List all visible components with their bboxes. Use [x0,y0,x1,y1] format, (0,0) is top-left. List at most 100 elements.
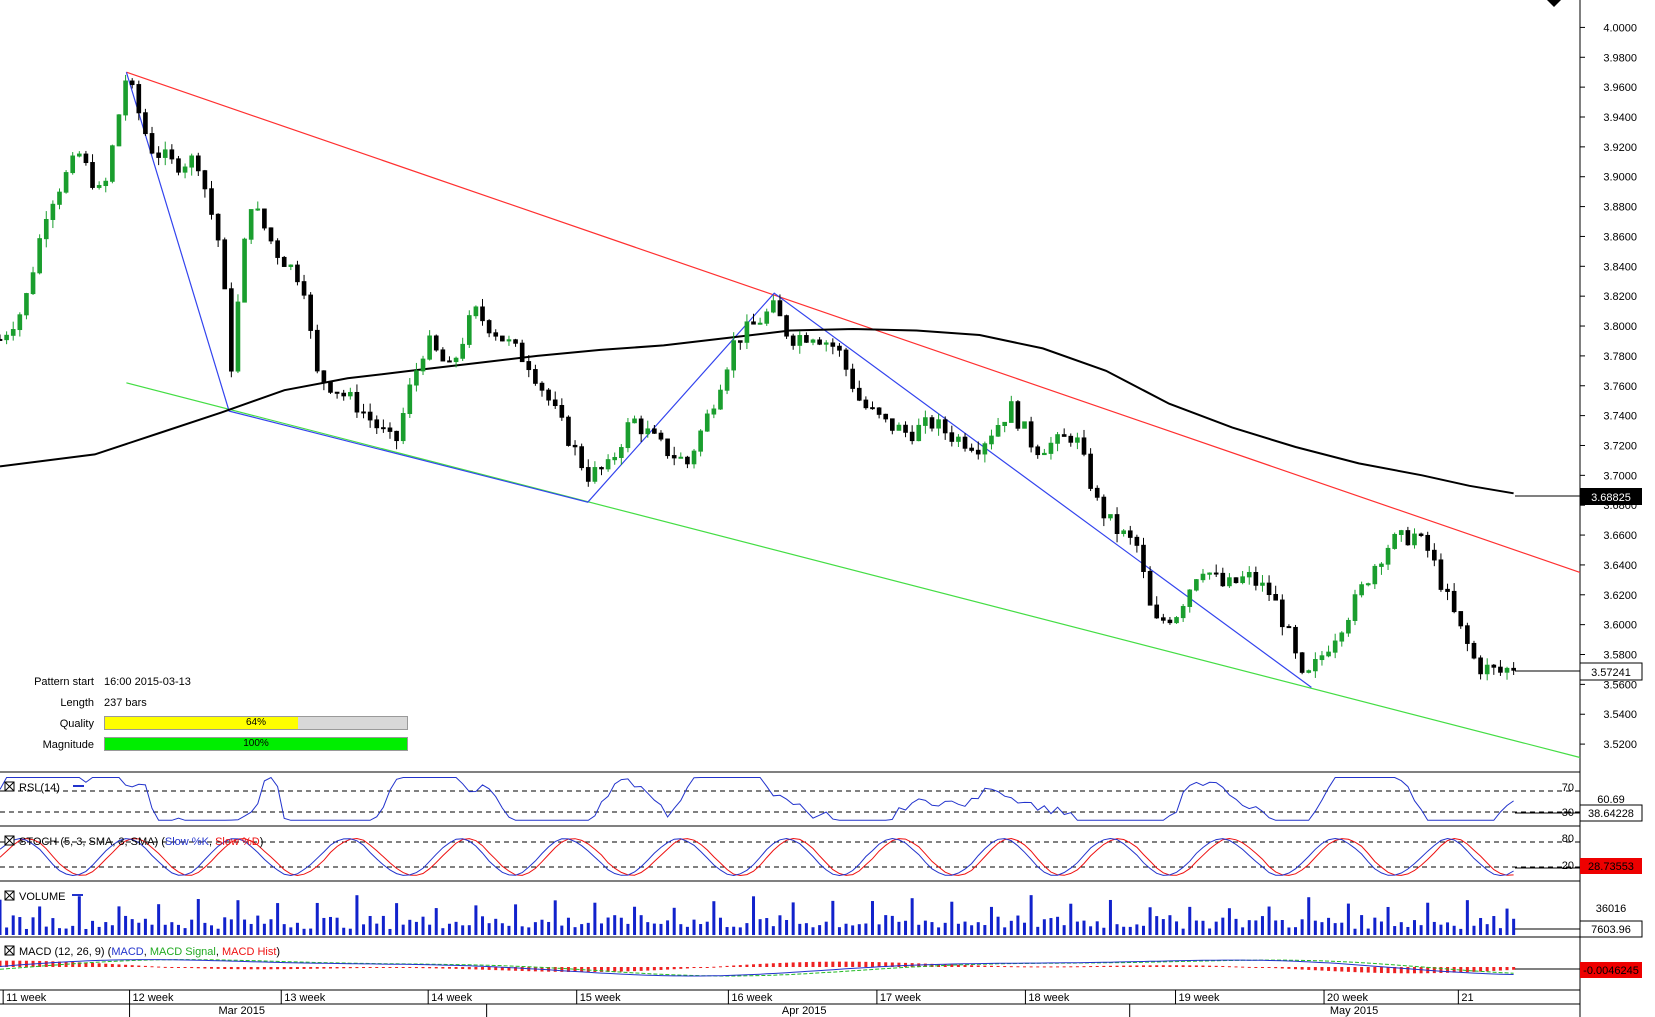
macd-hist-bar [51,961,55,967]
candle-body [1022,421,1027,429]
macd-hist-bar [818,961,822,967]
candle-body [43,218,49,240]
volume-bar [837,927,841,935]
candle-body [1465,625,1470,644]
volume-bar [619,917,623,935]
macd-name: MACD [111,946,143,958]
candle-body [354,391,360,413]
macd-hist-bar [672,967,676,970]
volume-bar [434,908,438,935]
macd-hist-bar [857,961,861,967]
macd-hist-bar [1023,966,1027,968]
candle-body [671,455,677,459]
macd-hist-bar [692,967,696,969]
volume-bar [1208,928,1212,935]
candle-body [605,459,611,470]
candle-body [288,264,294,267]
volume-bar [57,928,61,935]
volume-bar [295,922,299,935]
volume-bar [533,922,537,935]
volume-bar [672,907,676,935]
candle-body [30,272,36,295]
macd-hist-bar [765,963,769,967]
macd-hist-bar [1227,966,1231,968]
candle-body [1028,421,1034,448]
candle-body [321,370,327,383]
volume-bar [18,917,22,935]
volume-bar [137,922,141,935]
candle-body [1141,544,1146,572]
volume-bar [223,917,227,935]
volume-bar [857,924,861,935]
macd-hist-bar [520,967,524,971]
macd-hist-bar [963,965,967,967]
macd-hist-bar [57,961,61,967]
macd-hist-bar [1360,967,1364,973]
close-icon-stroke [4,835,15,846]
macd-hist-bar [467,967,471,970]
macd-hist-bar [447,967,451,969]
volume-bar [117,906,121,935]
rsi-panel: RSI (14) 70 30 60.69 38.64228 [0,776,1643,822]
macd-hist-bar [798,962,802,967]
macd-hist-bar [1221,965,1225,967]
volume-bar [11,915,15,935]
macd-hist-bar [1346,967,1350,972]
volume-bar [0,899,2,935]
pattern-magnitude-label: Magnitude [42,739,94,751]
volume-bar [540,919,544,935]
candle-body [1042,452,1047,456]
scroll-marker-icon[interactable] [1547,0,1561,7]
candle-body [90,162,95,188]
macd-hist-bar [1003,966,1007,968]
price-tick-label: 3.9200 [1603,142,1637,154]
candle-body [1372,565,1378,585]
volume-bar [104,922,108,935]
macd-hist-bar [699,967,703,968]
macd-hist-bar [1254,967,1258,968]
macd-hist-bar [1009,966,1013,968]
candle-body [566,416,571,446]
macd-hist-bar [355,967,359,969]
candle-body [975,449,981,455]
macd-hist-bar [302,967,306,969]
volume-value-box [1579,920,1643,938]
volume-bar [639,915,643,935]
candle-body [1425,534,1431,551]
candle-body [533,369,538,384]
candle-body [1352,594,1358,621]
volume-bar [1300,919,1304,935]
candle-body [989,435,994,445]
candle-body [1220,572,1226,587]
macd-value-box [1580,962,1642,978]
macd-hist-bar [143,965,147,967]
rsi-line [0,776,1514,821]
macd-hist-bar [1353,967,1357,973]
volume-bar [84,928,88,935]
candle-body [771,300,776,313]
volume-bar [1241,927,1245,935]
volume-bar [897,921,901,935]
macd-hist-bar [1029,966,1033,968]
support-line [126,382,1581,759]
macd-hist-bar [223,967,227,969]
macd-hist-bar [1234,966,1238,968]
macd-hist-bar [1512,967,1516,970]
candle-body [334,391,340,394]
macd-hist-bar [639,967,643,971]
macd-hist-bar [1095,965,1099,967]
candle-body [493,332,499,337]
macd-hist-bar [1115,965,1119,967]
macd-hist-bar [758,963,762,967]
candle-body [1491,664,1497,668]
macd-hist-bar [1161,965,1165,967]
macd-hist-bar [718,966,722,968]
volume-bar [97,926,101,935]
volume-bar [1009,920,1013,935]
macd-hist-bar [441,967,445,969]
volume-bar [745,923,749,935]
candle-body [665,438,670,457]
macd-hist-bar [1049,966,1053,968]
volume-bar [1122,926,1126,935]
macd-hist-bar [1214,965,1218,967]
